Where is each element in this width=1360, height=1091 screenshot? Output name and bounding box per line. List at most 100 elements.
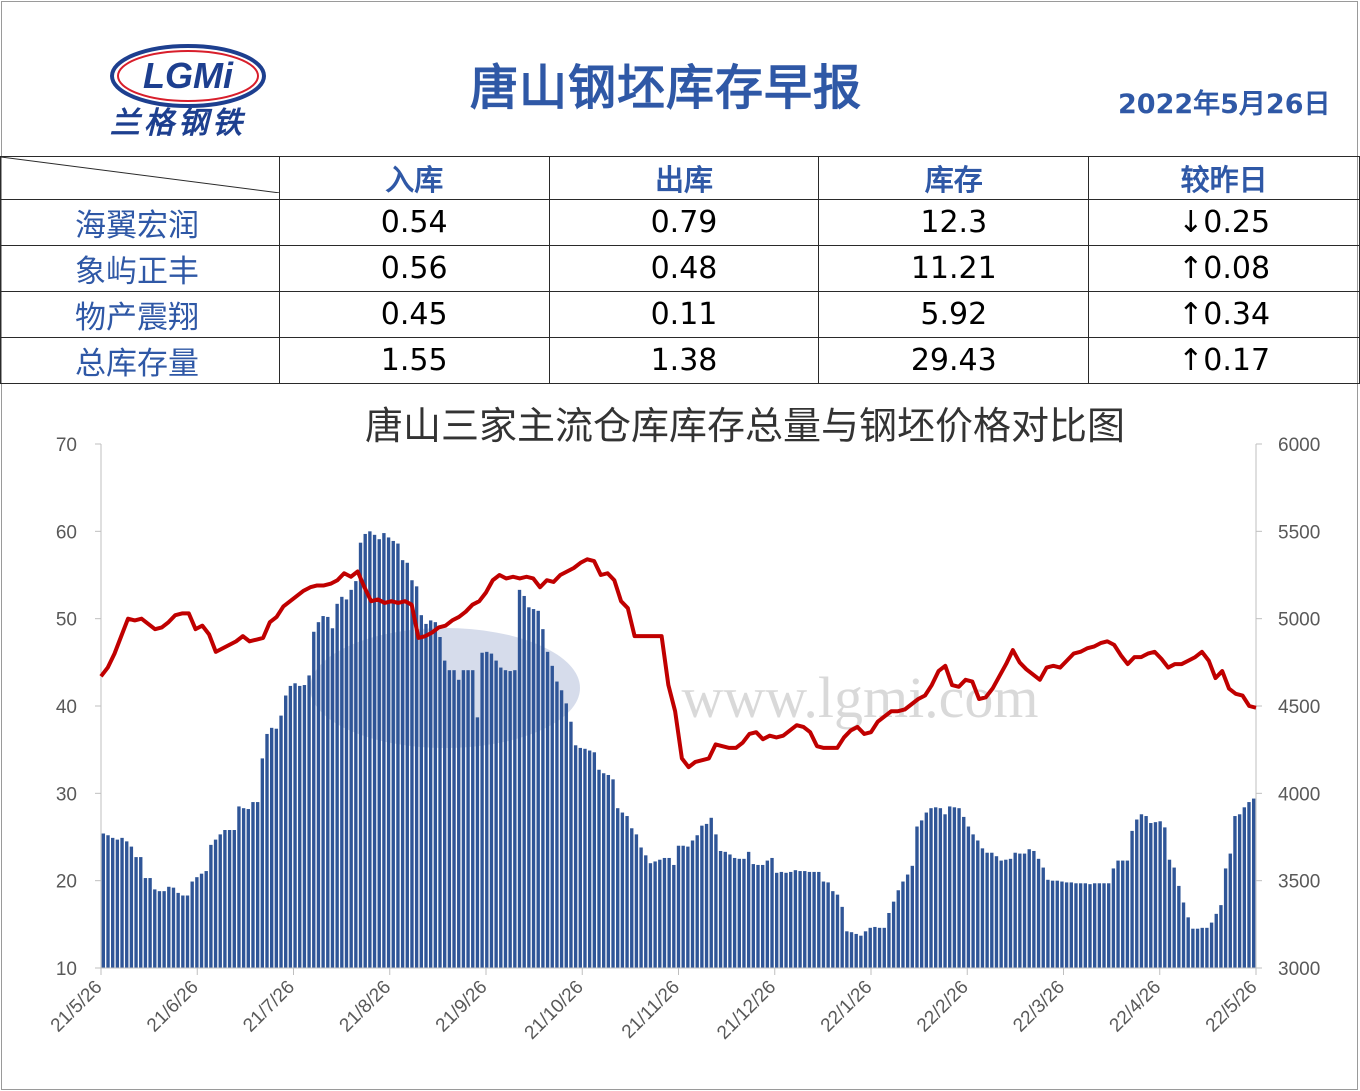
inventory-bar — [480, 652, 484, 968]
inventory-bar — [120, 837, 124, 968]
inventory-bar — [625, 816, 629, 968]
inventory-bar — [368, 531, 372, 968]
inventory-bar — [312, 631, 316, 968]
inventory-bar — [1228, 853, 1232, 968]
inventory-bar — [1172, 867, 1176, 968]
diagonal-line — [1, 157, 280, 193]
inventory-bar — [1209, 922, 1214, 968]
inventory-bar — [508, 671, 512, 968]
inventory-bar — [475, 717, 480, 968]
inventory-bar — [181, 895, 185, 968]
inventory-bar — [966, 826, 971, 968]
inventory-bar — [602, 773, 606, 968]
inventory-bar — [279, 715, 283, 968]
inventory-bar — [1083, 883, 1088, 968]
inventory-bar — [728, 854, 732, 968]
inventory-bar — [531, 609, 536, 968]
chart-title: 唐山三家主流仓库库存总量与钢坯价格对比图 — [364, 404, 1125, 448]
inventory-bar — [798, 871, 802, 968]
inventory-bar — [237, 806, 241, 968]
logo-text: LGMi — [143, 55, 234, 96]
x-tick-label: 21/5/26 — [47, 977, 107, 1037]
inventory-bar — [241, 808, 246, 968]
inventory-bar — [1107, 883, 1111, 968]
inventory-bar — [938, 808, 943, 968]
inventory-bar — [934, 807, 938, 968]
inventory-bar — [438, 637, 442, 968]
inventory-bar — [106, 835, 110, 968]
inventory-bar — [564, 703, 568, 968]
inventory-bar — [157, 891, 162, 968]
x-tick-label: 21/6/26 — [143, 977, 203, 1037]
inventory-bar — [513, 670, 517, 968]
inventory-bar — [1004, 859, 1008, 968]
inventory-bar — [527, 607, 531, 968]
inventory-bar — [143, 878, 148, 968]
inventory-bar — [714, 834, 718, 968]
inventory-bar — [709, 817, 713, 968]
inventory-bar — [994, 856, 999, 968]
inventory-bar — [148, 878, 152, 968]
inventory-bar — [891, 901, 896, 968]
inventory-bar — [382, 533, 386, 968]
inventory-bar — [232, 830, 236, 968]
inventory-bar — [812, 871, 816, 968]
right-tick-label: 3500 — [1278, 872, 1320, 893]
inventory-bar — [639, 847, 643, 968]
inventory-bar — [1144, 816, 1148, 968]
inventory-bar — [686, 846, 690, 968]
inventory-bar — [957, 808, 961, 968]
inventory-bar — [882, 927, 886, 968]
price-line — [99, 557, 1257, 770]
inventory-bar — [1149, 823, 1153, 968]
inventory-bar — [835, 894, 840, 968]
inventory-bar — [517, 589, 522, 968]
inventory-bar — [910, 865, 914, 968]
inventory-bar — [330, 628, 335, 968]
inventory-bar — [559, 690, 564, 968]
inventory-bar — [545, 651, 550, 968]
inventory-bar — [485, 651, 489, 968]
inventory-bar — [326, 616, 330, 968]
inventory-bar — [139, 857, 143, 968]
inventory-bar — [1139, 814, 1144, 968]
inventory-bar — [737, 858, 741, 968]
inventory-bar — [1200, 927, 1204, 968]
inventory-bar — [971, 834, 975, 968]
inventory-bar — [583, 748, 587, 968]
inventory-bar — [171, 887, 176, 968]
table-row: 象屿正丰 0.56 0.48 11.21 ↑0.08 — [0, 245, 1360, 292]
table-row: 总库存量 1.55 1.38 29.43 ↑0.17 — [0, 337, 1360, 384]
out-value: 1.38 — [548, 337, 820, 384]
inventory-bar — [1013, 852, 1017, 968]
inventory-bar — [1046, 879, 1050, 968]
column-header-out: 出库 — [548, 156, 820, 200]
inventory-bar — [1008, 858, 1013, 968]
inventory-bar — [1078, 883, 1083, 968]
inventory-bar — [344, 599, 349, 968]
inventory-bar — [1237, 814, 1242, 968]
inventory-bar — [620, 812, 625, 968]
inventory-bar — [868, 927, 872, 968]
inventory-bar — [260, 758, 265, 968]
inventory-bar — [1186, 917, 1190, 968]
inventory-bar — [1167, 859, 1172, 968]
inventory-bar — [1135, 819, 1139, 968]
inventory-bar — [167, 886, 171, 968]
inventory-bar — [541, 629, 545, 968]
in-value: 1.55 — [278, 337, 550, 384]
inventory-bar — [1032, 850, 1036, 968]
inventory-bar — [499, 667, 503, 968]
inventory-bar — [803, 871, 807, 968]
inventory-bar — [845, 931, 849, 968]
inventory-bar — [443, 660, 447, 968]
inventory-bar — [363, 533, 367, 968]
inventory-bar — [681, 845, 685, 968]
inventory-bar — [358, 542, 363, 968]
inventory-bar — [386, 537, 391, 968]
in-value: 0.45 — [278, 291, 550, 338]
inventory-bar — [251, 802, 255, 968]
page-title: 唐山钢坯库存早报 — [470, 60, 863, 116]
inventory-bar — [457, 679, 461, 968]
inventory-bar — [840, 906, 844, 968]
